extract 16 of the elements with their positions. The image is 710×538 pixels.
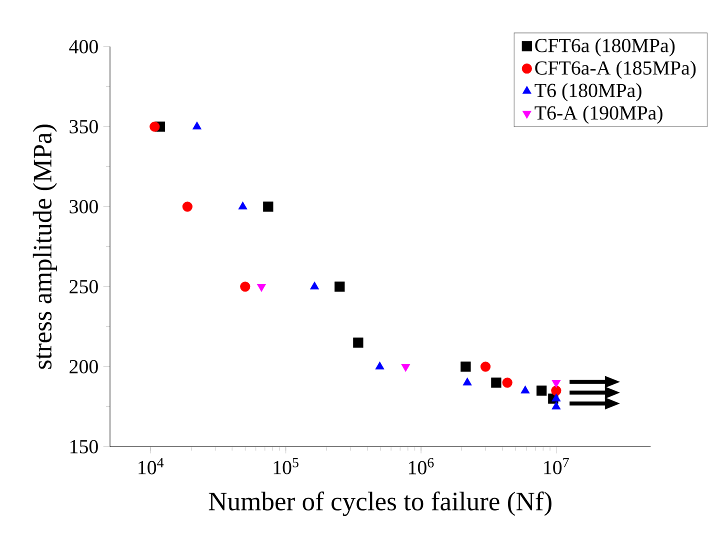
y-tick-label: 150: [70, 440, 98, 454]
y-tick-label: 200: [70, 360, 98, 374]
y-tick-label: 300: [70, 200, 98, 214]
legend-label: CFT6a-A (185MPa): [535, 60, 696, 79]
x-tick-label: 10$^{7}$: [544, 458, 569, 474]
y-tick-label: 400: [69, 40, 98, 54]
legend-label: T6-A (190MPa): [534, 106, 662, 124]
x-tick-label: 10$^{5}$: [274, 458, 298, 474]
y-tick-label: 350: [70, 120, 98, 134]
x-axis-title: Number of cycles to failure (Nf): [208, 492, 552, 516]
x-tick-label: 10$^{4}$: [138, 458, 164, 474]
legend-label: T6 (180MPa): [534, 83, 642, 102]
y-tick-label: 250: [70, 280, 98, 294]
legend-label: CFT6a (180MPa): [535, 38, 675, 56]
x-tick-label: 10$^{6}$: [409, 458, 434, 474]
y-axis-title: stress amplitude (MPa): [32, 124, 57, 369]
